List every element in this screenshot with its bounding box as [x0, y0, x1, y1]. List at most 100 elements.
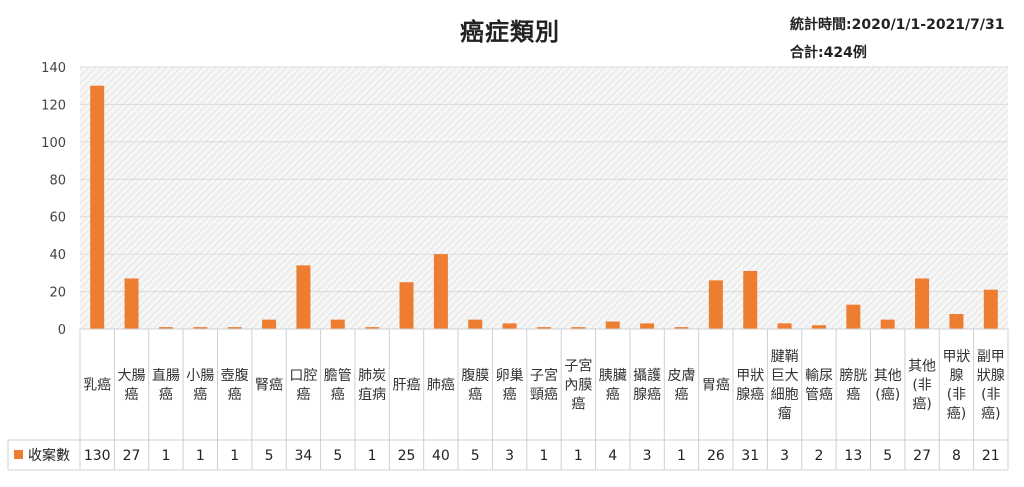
category-label: 管癌	[805, 387, 833, 403]
category-label: 頸癌	[530, 387, 558, 403]
data-label: 5	[265, 448, 274, 464]
bar	[777, 323, 792, 329]
category-label: 攝護	[633, 368, 661, 384]
plot-area	[80, 67, 1008, 329]
data-label: 31	[741, 448, 759, 464]
category-label: 膀胱	[839, 367, 867, 384]
data-label: 1	[677, 448, 686, 464]
data-label: 25	[398, 448, 416, 464]
stat-time: 統計時間:2020/1/1-2021/7/31	[790, 17, 1005, 33]
category-label: 胰臟	[599, 368, 627, 384]
category-label: 其他	[908, 359, 936, 375]
chart-title: 癌症類別	[460, 18, 560, 46]
bar	[124, 278, 139, 329]
stat-total: 合計:424例	[790, 45, 867, 61]
bar	[846, 304, 861, 329]
category-label: 小腸	[186, 368, 214, 384]
category-label: 腺癌	[736, 387, 764, 403]
category-label: 癌)	[912, 397, 931, 413]
data-label: 5	[471, 448, 480, 464]
category-label: 癌)	[981, 406, 1000, 422]
data-label: 13	[844, 448, 862, 464]
bar	[399, 282, 414, 329]
bar	[708, 280, 723, 329]
category-label: 甲狀	[736, 368, 764, 384]
category-label: 瘤	[778, 405, 792, 422]
y-tick-label: 60	[49, 211, 66, 226]
category-label: 癌	[193, 387, 207, 403]
category-label: 癌	[228, 387, 242, 403]
bar	[949, 314, 964, 329]
category-label: 腎癌	[255, 378, 283, 394]
category-label: 疽病	[358, 387, 386, 403]
y-tick-label: 100	[41, 136, 66, 151]
y-tick-label: 140	[41, 61, 66, 76]
data-label: 27	[123, 448, 141, 464]
category-label: 口腔	[289, 368, 317, 384]
data-label: 26	[707, 448, 725, 464]
data-label: 1	[368, 448, 377, 464]
category-label: 直腸	[152, 367, 180, 384]
data-label: 130	[84, 448, 111, 464]
category-label: 甲狀	[942, 349, 970, 365]
y-tick-label: 120	[41, 98, 66, 113]
category-label: 內膜	[564, 378, 592, 394]
y-tick-label: 80	[49, 173, 66, 188]
data-label: 40	[432, 448, 450, 464]
data-label: 1	[161, 448, 170, 464]
bar	[811, 325, 826, 329]
y-tick-label: 40	[49, 248, 66, 263]
bar	[193, 327, 208, 329]
category-label: 腱鞘	[771, 349, 799, 365]
data-label: 21	[982, 448, 1000, 464]
data-label: 1	[540, 448, 549, 464]
category-label: 壺腹	[221, 367, 249, 384]
bar	[571, 327, 586, 329]
bar	[502, 323, 517, 329]
bar	[468, 319, 483, 329]
category-label: 胃癌	[702, 378, 730, 394]
category-label: 膽管	[324, 367, 352, 384]
data-label: 1	[196, 448, 205, 464]
category-label: 癌	[125, 387, 139, 403]
category-label: 其他	[874, 368, 902, 384]
bar	[983, 289, 998, 329]
category-label: 卵巢	[496, 368, 524, 384]
bar	[433, 254, 448, 329]
data-label: 1	[574, 448, 583, 464]
bar	[743, 270, 758, 329]
data-label: 3	[780, 448, 789, 464]
category-label: 巨大	[771, 368, 799, 384]
bar	[227, 327, 242, 329]
category-label: 癌	[296, 387, 310, 403]
category-label: 癌	[571, 397, 585, 413]
y-tick-label: 20	[49, 286, 66, 301]
category-label: 乳癌	[83, 378, 111, 394]
category-label: 癌)	[947, 406, 966, 422]
data-label: 5	[883, 448, 892, 464]
category-label: 癌	[468, 387, 482, 403]
category-label: 腺	[949, 368, 963, 384]
data-label: 1	[230, 448, 239, 464]
category-label: 腹膜	[461, 367, 489, 384]
y-tick-label: 0	[58, 323, 66, 338]
legend-swatch	[14, 450, 23, 459]
category-label: 癌	[331, 387, 345, 403]
data-label: 34	[294, 448, 312, 464]
bar	[674, 327, 689, 329]
data-label: 3	[505, 448, 514, 464]
category-label: 癌	[674, 387, 688, 403]
category-label: 癌	[159, 387, 173, 403]
category-label: 細胞	[771, 387, 799, 403]
data-label: 2	[815, 448, 824, 464]
category-label: 肺癌	[427, 378, 455, 394]
data-label: 8	[952, 448, 961, 464]
category-label: 肝癌	[393, 378, 421, 394]
bar	[915, 278, 930, 329]
category-label: 肺炭	[358, 368, 386, 384]
category-label: 子宮	[564, 359, 592, 375]
category-label: 皮膚	[667, 368, 695, 384]
category-label: 狀腺	[977, 368, 1005, 384]
category-label: 大腸	[118, 368, 146, 384]
data-label: 5	[333, 448, 342, 464]
